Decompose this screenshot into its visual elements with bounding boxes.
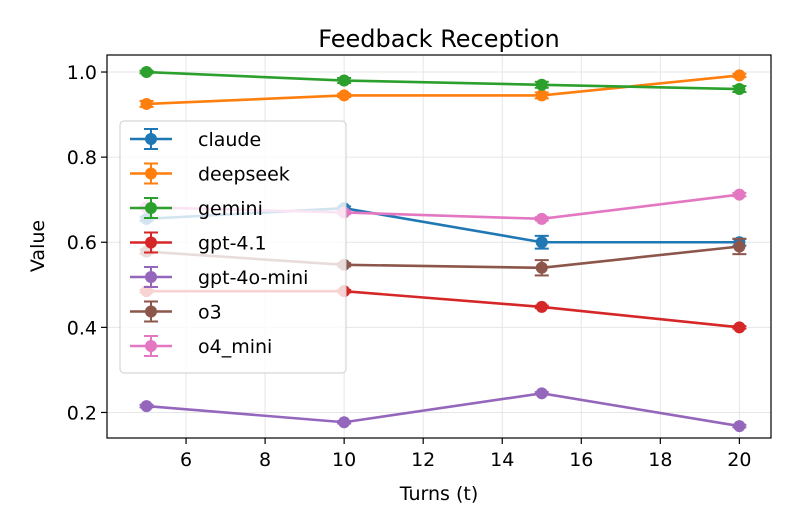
x-tick-label: 14 [490, 449, 514, 471]
data-point-gpt-4.1 [535, 300, 548, 313]
legend-label: o4_mini [198, 336, 272, 358]
data-point-deepseek [338, 89, 351, 102]
data-point-o3 [733, 240, 746, 253]
legend-item-o3: o3 [130, 300, 222, 324]
legend: claude deepseek gemini gpt-4.1 gpt-4o-mini o3… [119, 120, 347, 374]
x-tick-label: 16 [569, 449, 593, 471]
data-point-claude [535, 236, 548, 249]
legend-item-gpt-4.1: gpt-4.1 [130, 231, 267, 255]
legend-label: gpt-4o-mini [198, 267, 308, 289]
data-point-gemini [338, 74, 351, 87]
legend-marker [145, 340, 157, 352]
y-tick-label: 0.6 [67, 232, 97, 254]
x-tick-label: 12 [411, 449, 435, 471]
data-point-deepseek [535, 89, 548, 102]
legend-box [119, 120, 347, 374]
x-tick-label: 10 [332, 449, 356, 471]
series-line-deepseek [146, 74, 740, 106]
y-axis: 0.2 0.4 0.6 0.8 1.0 [67, 62, 107, 424]
data-point-gpt-4o-mini [535, 387, 548, 400]
data-point-o4_mini [733, 188, 746, 201]
legend-label: o3 [198, 302, 222, 324]
legend-item-claude: claude [130, 128, 261, 151]
legend-marker [145, 271, 157, 283]
series-line-gpt-4o-mini [146, 392, 740, 428]
y-tick-label: 0.2 [67, 402, 97, 424]
legend-marker [145, 305, 157, 318]
y-tick-label: 1.0 [67, 62, 97, 84]
data-point-o3 [535, 261, 548, 274]
x-tick-label: 6 [180, 449, 192, 471]
data-point-deepseek [140, 97, 153, 110]
x-axis: 6 8 10 12 14 16 18 20 [180, 438, 751, 471]
data-point-gpt-4.1 [733, 321, 746, 334]
series-deepseek [139, 69, 747, 110]
legend-item-deepseek: deepseek [130, 162, 290, 186]
legend-marker [145, 202, 157, 214]
x-tick-label: 20 [727, 449, 751, 471]
data-point-deepseek [733, 69, 746, 82]
legend-marker [145, 236, 157, 249]
legend-marker [145, 167, 157, 180]
data-point-gpt-4o-mini [140, 400, 153, 413]
legend-label: claude [198, 129, 261, 151]
legend-label: gemini [198, 198, 263, 220]
data-point-o4_mini [535, 212, 548, 225]
plot-frame [106, 54, 772, 439]
data-point-gemini [140, 66, 153, 79]
series-gemini [139, 66, 747, 96]
chart-title: Feedback Reception [318, 25, 559, 53]
x-tick-label: 18 [648, 449, 672, 471]
data-point-gpt-4o-mini [733, 420, 746, 433]
legend-item-o4_mini: o4_mini [130, 335, 272, 358]
x-axis-label: Turns (t) [399, 483, 479, 505]
legend-item-gemini: gemini [130, 197, 263, 220]
y-tick-label: 0.8 [67, 147, 97, 169]
data-point-gpt-4o-mini [338, 416, 351, 429]
y-axis-label: Value [27, 220, 49, 272]
legend-label: gpt-4.1 [198, 233, 267, 255]
series-line-gemini [146, 70, 740, 91]
legend-marker [145, 133, 157, 145]
legend-item-gpt-4o-mini: gpt-4o-mini [130, 266, 308, 289]
legend-label: deepseek [198, 164, 290, 186]
y-tick-label: 0.4 [67, 317, 97, 339]
x-tick-label: 8 [259, 449, 271, 471]
data-point-gemini [733, 83, 746, 96]
series-gpt-4o-mini [139, 387, 747, 433]
data-point-gemini [535, 78, 548, 91]
